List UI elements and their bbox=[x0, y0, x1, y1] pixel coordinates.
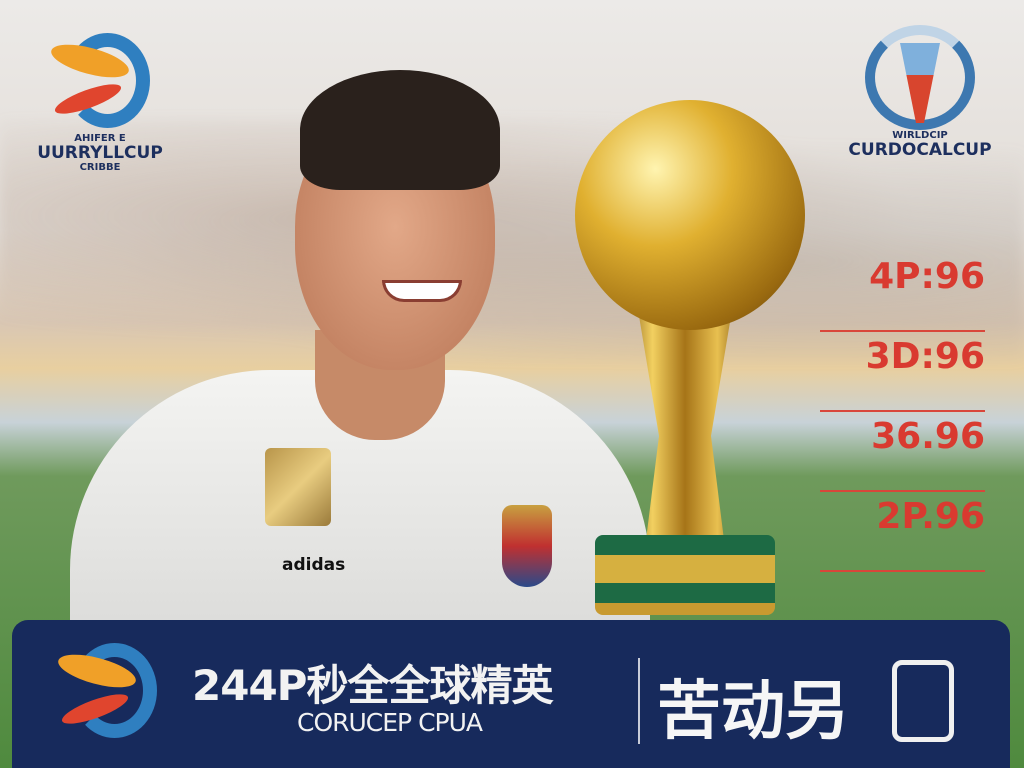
brand-mark-icon bbox=[892, 660, 954, 742]
cup-emblem-icon bbox=[865, 25, 975, 130]
divider bbox=[638, 658, 640, 744]
player-photo: adidas bbox=[70, 70, 650, 630]
trophy-globe bbox=[575, 100, 805, 330]
club-crest-icon bbox=[502, 505, 552, 587]
shirt-brand: adidas bbox=[282, 555, 346, 575]
logo-sub-line: CRIBBE bbox=[79, 162, 121, 173]
stat-value: 4P:96 bbox=[820, 252, 985, 332]
logo-name: CURDOCALCUP bbox=[848, 140, 992, 160]
smile bbox=[382, 280, 462, 302]
logo-name: UURRYLLCUP bbox=[37, 143, 163, 163]
stats-list: 4P:96 3D:96 36.96 2P.96 bbox=[820, 252, 985, 572]
stadium-background bbox=[0, 120, 1024, 360]
player-hair bbox=[300, 70, 500, 190]
stat-value: 2P.96 bbox=[820, 492, 985, 572]
banner-big-text: 苦动另 bbox=[657, 675, 849, 749]
trophy-base bbox=[595, 535, 775, 615]
swirl-logo-icon bbox=[52, 638, 162, 743]
world-cup-trophy bbox=[565, 100, 815, 620]
banner-title: 244P秒全全球精英 bbox=[192, 661, 553, 710]
champion-badge-icon bbox=[265, 448, 331, 526]
logo-top-line: WIRLDCIP bbox=[892, 130, 948, 141]
tournament-logo-right: WIRLDCIP CURDOCALCUP bbox=[845, 25, 995, 159]
swirl-logo-icon bbox=[45, 28, 155, 133]
banner-subtitle: CORUCEP CPUA bbox=[297, 708, 483, 737]
bottom-banner: 244P秒全全球精英 CORUCEP CPUA 苦动另 bbox=[12, 620, 1010, 768]
stat-value: 36.96 bbox=[820, 412, 985, 492]
tournament-logo-left: AHIFER E UURRYLLCUP CRIBBE bbox=[30, 28, 170, 173]
logo-top-line: AHIFER E bbox=[74, 133, 126, 144]
stat-value: 3D:96 bbox=[820, 332, 985, 412]
